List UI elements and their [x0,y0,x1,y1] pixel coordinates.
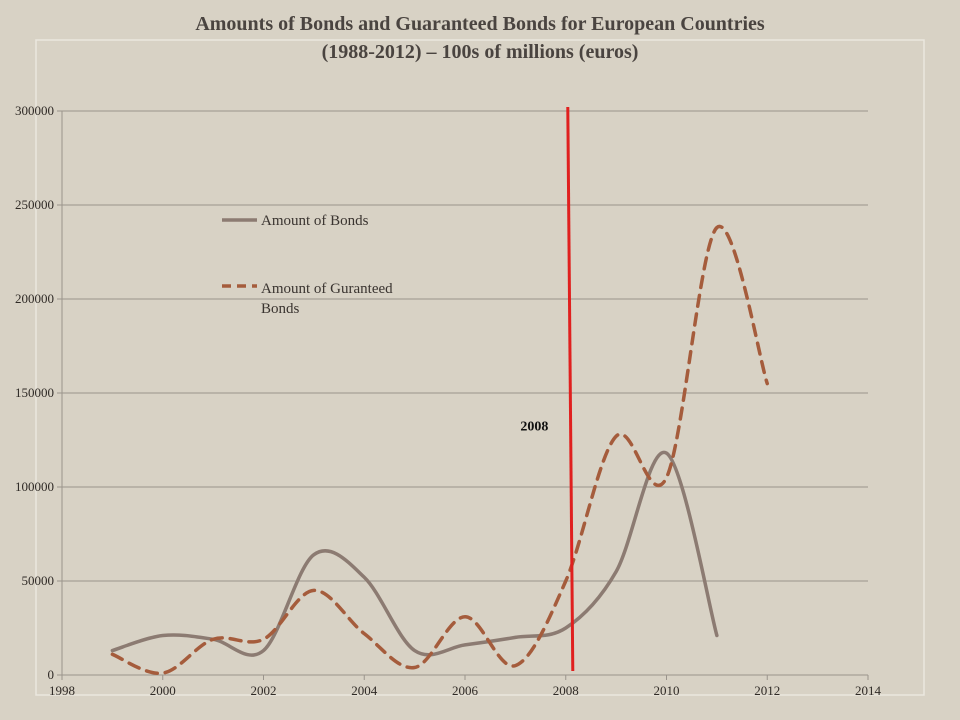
y-tick-label: 150000 [15,385,54,400]
chart-title: Amounts of Bonds and Guaranteed Bonds fo… [0,10,960,66]
x-tick-label: 2002 [251,683,277,698]
legend-label-guaranteed-bonds: Amount of Guranteed Bonds [261,281,393,317]
y-tick-label: 200000 [15,291,54,306]
x-tick-label: 2004 [351,683,378,698]
series-line-2 [110,224,769,675]
chart-title-line-2: (1988-2012) – 100s of millions (euros) [321,41,639,63]
legend-label-bonds: Amount of Bonds [261,213,369,229]
x-tick-label: 2010 [654,683,680,698]
y-tick-label: 50000 [22,573,55,588]
y-tick-label: 250000 [15,197,54,212]
chart-title-line-1: Amounts of Bonds and Guaranteed Bonds fo… [195,13,765,35]
x-tick-label: 2000 [150,683,176,698]
x-tick-label: 2012 [754,683,780,698]
y-tick-label: 300000 [15,103,54,118]
x-tick-label: 2008 [553,683,579,698]
series-line-1 [110,450,719,657]
year-2008-marker-line [566,106,575,672]
chart-frame [35,39,925,696]
x-tick-label: 2014 [855,683,882,698]
year-2008-annotation: 2008 [520,420,548,435]
y-tick-label: 100000 [15,479,54,494]
y-tick-label: 0 [48,667,55,682]
x-tick-label: 2006 [452,683,479,698]
legend: Amount of Bonds Amount of Guranteed Bonds [222,213,393,317]
x-tick-label: 1998 [49,683,75,698]
